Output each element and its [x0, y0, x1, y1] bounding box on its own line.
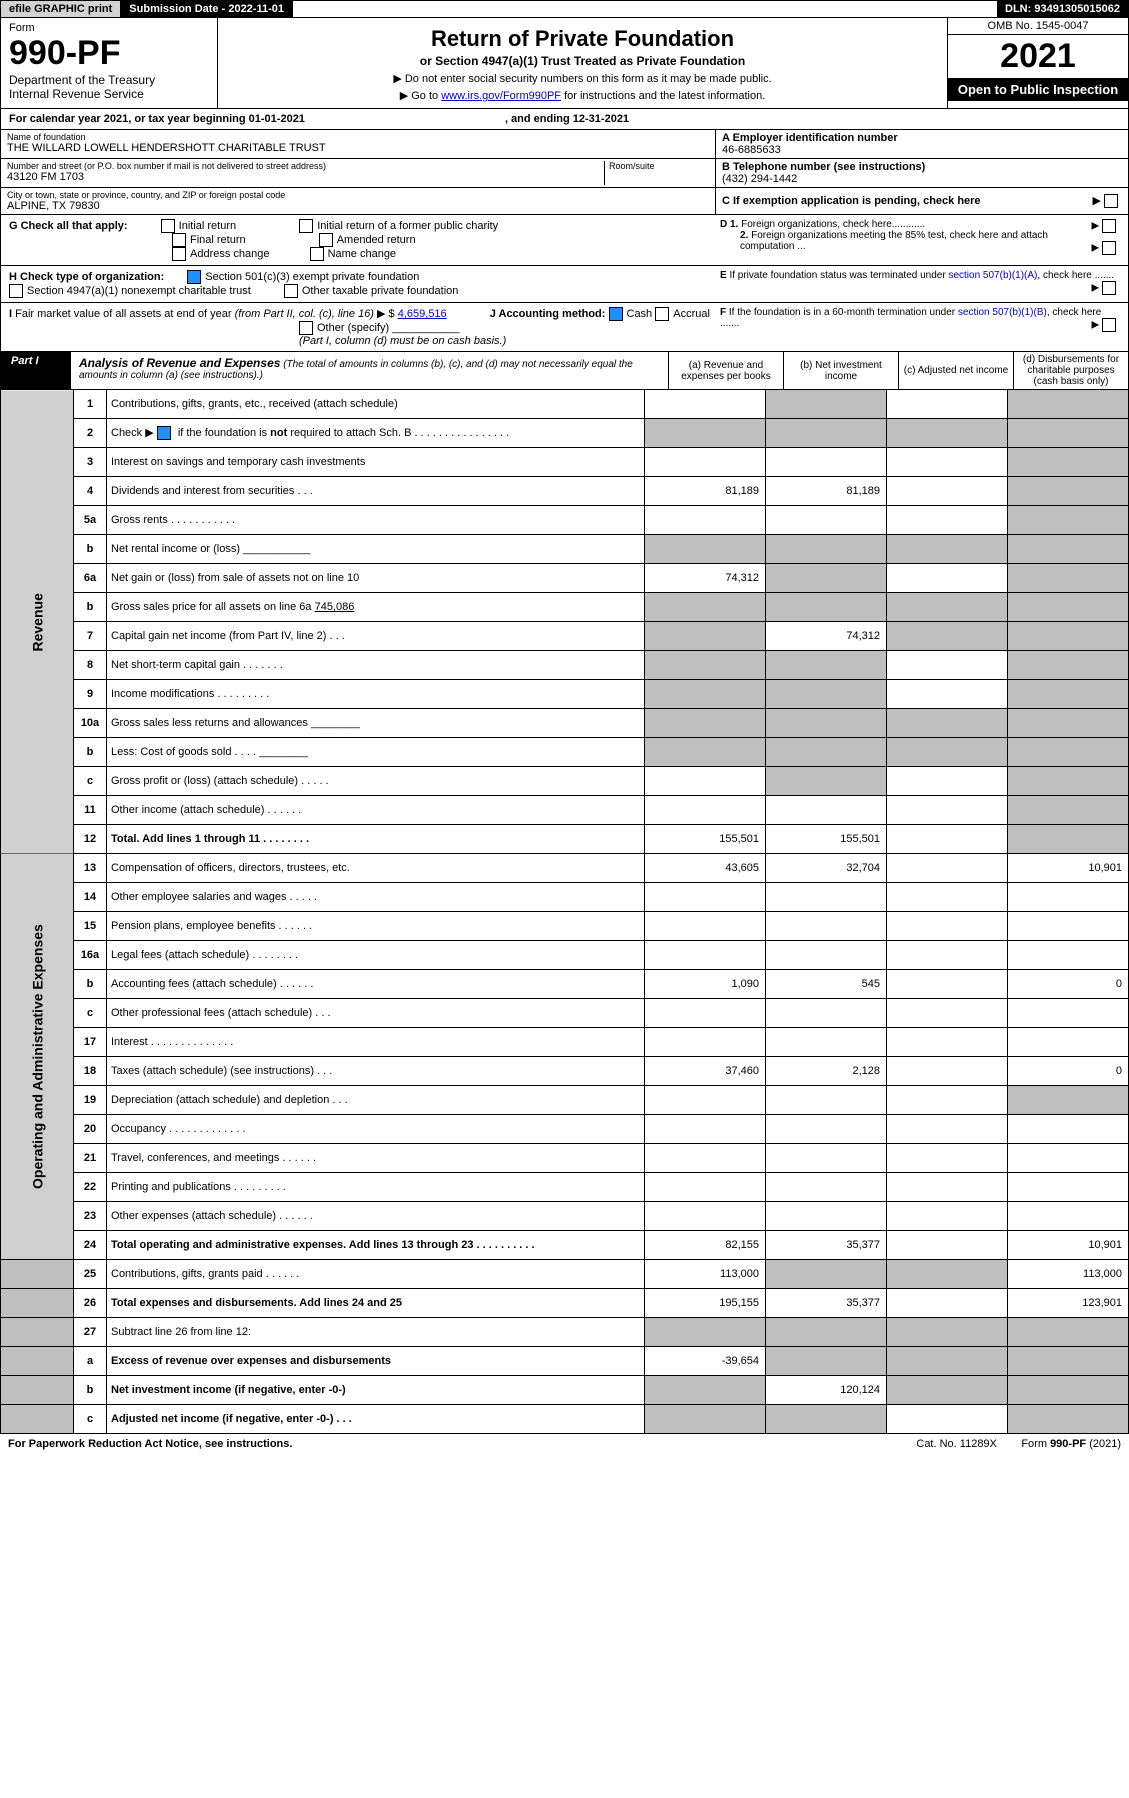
section-g: G Check all that apply: Initial return I…	[0, 215, 1129, 266]
top-bar: efile GRAPHIC print Submission Date - 20…	[0, 0, 1129, 18]
foundation-name: THE WILLARD LOWELL HENDERSHOTT CHARITABL…	[7, 142, 709, 154]
part1-table: Revenue 1Contributions, gifts, grants, e…	[0, 390, 1129, 1434]
open-public: Open to Public Inspection	[948, 78, 1128, 101]
city-c-row: City or town, state or province, country…	[0, 188, 1129, 215]
section-h: H Check type of organization: Section 50…	[0, 266, 1129, 303]
address-change-cb[interactable]	[172, 247, 186, 261]
ein: 46-6885633	[722, 144, 1122, 156]
part1-header: Part I Analysis of Revenue and Expenses …	[0, 352, 1129, 390]
amended-return-cb[interactable]	[319, 233, 333, 247]
form-note1: ▶ Do not enter social security numbers o…	[224, 72, 941, 85]
initial-return-cb[interactable]	[161, 219, 175, 233]
other-taxable-cb[interactable]	[284, 284, 298, 298]
paperwork-notice: For Paperwork Reduction Act Notice, see …	[8, 1438, 292, 1450]
city-state-zip: ALPINE, TX 79830	[7, 200, 709, 212]
footer: For Paperwork Reduction Act Notice, see …	[0, 1434, 1129, 1454]
4947-cb[interactable]	[9, 284, 23, 298]
other-method-cb[interactable]	[299, 321, 313, 335]
name-change-cb[interactable]	[310, 247, 324, 261]
fmv-value: 4,659,516	[398, 308, 447, 320]
section-i: I Fair market value of all assets at end…	[0, 303, 1129, 352]
efile-label: efile GRAPHIC print	[1, 1, 121, 17]
submission-date: Submission Date - 2022-11-01	[121, 1, 293, 17]
street-address: 43120 FM 1703	[7, 171, 604, 183]
d1-checkbox[interactable]	[1102, 219, 1116, 233]
form-title: Return of Private Foundation	[224, 26, 941, 52]
initial-public-cb[interactable]	[299, 219, 313, 233]
form-header: Form 990-PF Department of the Treasury I…	[0, 18, 1129, 109]
form-subtitle: or Section 4947(a)(1) Trust Treated as P…	[224, 54, 941, 68]
501c3-cb[interactable]	[187, 270, 201, 284]
col-b-header: (b) Net investment income	[783, 352, 898, 389]
dln: DLN: 93491305015062	[997, 1, 1128, 17]
e-checkbox[interactable]	[1102, 281, 1116, 295]
cash-cb[interactable]	[609, 307, 623, 321]
col-d-header: (d) Disbursements for charitable purpose…	[1013, 352, 1128, 389]
address-phone-row: Number and street (or P.O. box number if…	[0, 159, 1129, 188]
d2-checkbox[interactable]	[1102, 241, 1116, 255]
name-ein-row: Name of foundationTHE WILLARD LOWELL HEN…	[0, 130, 1129, 159]
omb-number: OMB No. 1545-0047	[948, 18, 1128, 35]
form-note2: ▶ Go to www.irs.gov/Form990PF for instru…	[224, 89, 941, 102]
col-a-header: (a) Revenue and expenses per books	[668, 352, 783, 389]
accrual-cb[interactable]	[655, 307, 669, 321]
tax-year: 2021	[948, 35, 1128, 78]
f-checkbox[interactable]	[1102, 318, 1116, 332]
expenses-side: Operating and Administrative Expenses	[1, 854, 74, 1260]
calendar-year: For calendar year 2021, or tax year begi…	[0, 109, 1129, 130]
irs: Internal Revenue Service	[9, 87, 209, 101]
form990pf-link[interactable]: www.irs.gov/Form990PF	[441, 90, 561, 102]
schb-cb[interactable]	[157, 426, 171, 440]
department: Department of the Treasury	[9, 73, 209, 87]
phone: (432) 294-1442	[722, 173, 1122, 185]
col-c-header: (c) Adjusted net income	[898, 352, 1013, 389]
revenue-side: Revenue	[1, 390, 74, 854]
final-return-cb[interactable]	[172, 233, 186, 247]
form-label: Form	[9, 22, 209, 34]
form-number: 990-PF	[9, 34, 209, 73]
c-checkbox[interactable]	[1104, 194, 1118, 208]
